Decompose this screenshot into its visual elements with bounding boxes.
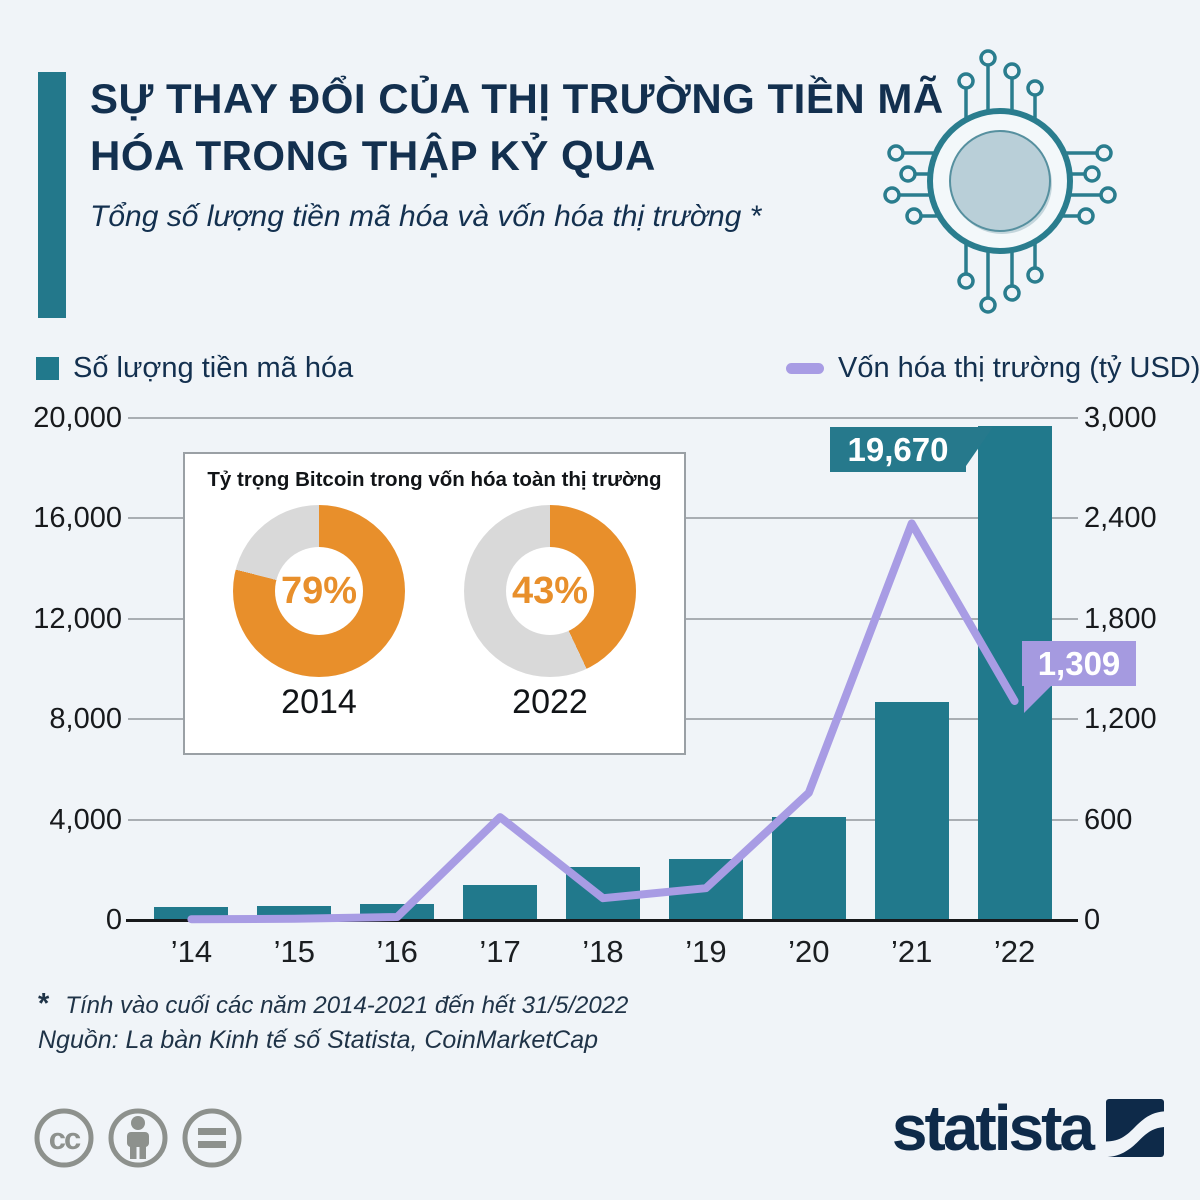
legend-swatch-bars [36,357,59,380]
bar-’21 [874,701,949,920]
y-axis-tick-right: 1,200 [1084,703,1157,736]
bar-’17 [463,884,538,920]
donut-2022: 43% 2022 [464,505,636,722]
x-axis-label: ’17 [479,934,521,969]
source-line: Nguồn: La bàn Kinh tế số Statista, CoinM… [38,1026,599,1054]
bar-’19 [668,858,743,920]
legend-label-bars: Số lượng tiền mã hóa [73,352,354,384]
donut-percentage-label: 43% [511,569,589,612]
x-axis-label: ’20 [788,934,830,969]
y-axis-tick-right: 1,800 [1084,602,1157,635]
y-axis-tick-left: 8,000 [49,703,122,736]
donut-2014: 79% 2014 [233,505,405,722]
donut-ring: 43% [464,505,636,677]
x-axis-label: ’15 [273,934,315,969]
statista-logo-mark [1106,1099,1164,1157]
bar-’16 [360,903,435,920]
y-axis-tick-right: 2,400 [1084,502,1157,535]
bar-’20 [771,817,846,920]
footnote: * Tính vào cuối các năm 2014-2021 đến hết… [38,988,628,1021]
x-axis-label: ’22 [993,934,1036,969]
title-accent-bar [38,72,66,318]
circuit-coin-icon [883,49,1117,314]
donut-row: 79% 2014 43% 2022 [185,505,684,722]
x-axis-label: ’19 [685,934,727,969]
page-title-line2: HÓA TRONG THẬP KỶ QUA [90,132,656,179]
x-axis-line [126,919,1078,922]
x-axis-label: ’14 [170,934,213,969]
gridline [128,417,1078,419]
bar-2022-value-badge: 19,670 [830,427,966,472]
bitcoin-share-inset-panel: Tỷ trọng Bitcoin trong vốn hóa toàn thị … [183,452,686,755]
page-title-line1: SỰ THAY ĐỔI CỦA THỊ TRƯỜNG TIỀN MÃ [90,75,944,122]
donut-year-label: 2014 [281,683,357,721]
page-title: SỰ THAY ĐỔI CỦA THỊ TRƯỜNG TIỀN MÃ HÓA T… [90,70,970,184]
inset-title: Tỷ trọng Bitcoin trong vốn hóa toàn thị … [207,468,662,491]
page-subtitle: Tổng số lượng tiền mã hóa và vốn hóa thị… [90,200,762,233]
svg-text:cc: cc [49,1121,81,1156]
statista-wordmark: statista [891,1092,1095,1164]
y-axis-tick-right: 600 [1084,803,1133,836]
donut-year-label: 2022 [512,683,588,721]
y-axis-tick-left: 0 [105,904,122,936]
footnote-text: Tính vào cuối các năm 2014-2021 đến hết … [65,992,629,1019]
legend-label-line: Vốn hóa thị trường (tỷ USD) [838,352,1200,384]
bar-’18 [566,867,640,920]
y-axis-tick-right: 0 [1084,904,1101,936]
y-axis-tick-left: 4,000 [49,803,122,836]
y-axis-tick-left: 12,000 [33,602,122,635]
x-axis-label: ’16 [376,934,418,969]
x-axis-label: ’18 [582,934,624,969]
legend-item-bars: Số lượng tiền mã hóa [36,352,353,385]
y-axis-tick-right: 3,000 [1084,402,1157,434]
cc-no-derivatives-icon [182,1108,242,1168]
cc-icon: cc [34,1108,94,1168]
cc-license-icons: cc [34,1108,242,1168]
x-axis-label: ’21 [890,934,933,969]
legend-item-line: Vốn hóa thị trường (tỷ USD) [786,352,1200,385]
y-axis-tick-left: 20,000 [33,402,122,434]
legend-swatch-line [786,363,824,374]
statista-logo: statista [892,1096,1164,1160]
donut-percentage-label: 79% [280,569,358,612]
y-axis-tick-left: 16,000 [33,502,122,535]
cc-attribution-icon [108,1108,168,1168]
footnote-asterisk: * [38,988,50,1020]
donut-ring: 79% [233,505,405,677]
bar-’15 [257,905,332,920]
line-2022-value-badge: 1,309 [1022,641,1136,686]
